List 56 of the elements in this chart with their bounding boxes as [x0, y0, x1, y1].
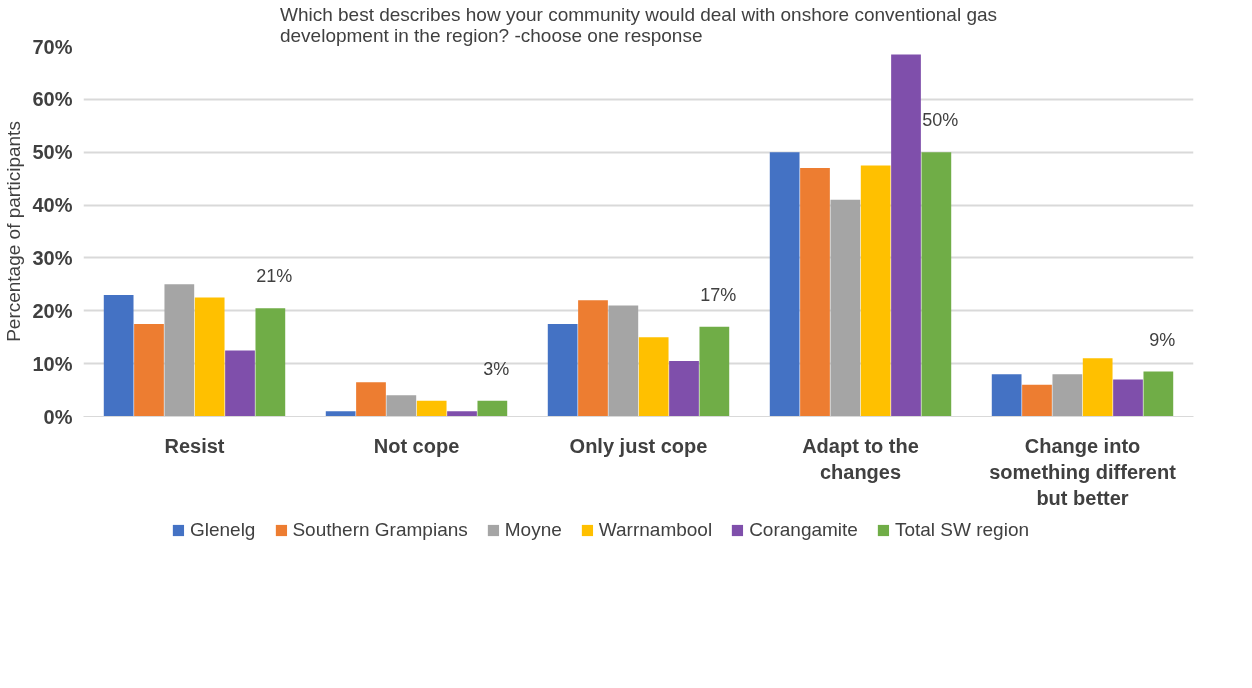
legend-label: Moyne	[504, 519, 562, 541]
bar	[1052, 374, 1083, 417]
data-label: 21%	[256, 266, 293, 287]
bar	[225, 350, 255, 417]
bar	[134, 324, 164, 417]
bar	[699, 326, 730, 417]
x-tick-label: Change into something different but better	[989, 434, 1177, 510]
bar	[447, 411, 477, 417]
bar	[1082, 358, 1113, 417]
bar	[416, 400, 447, 417]
bar	[769, 152, 800, 417]
bar	[800, 168, 830, 417]
bar	[891, 54, 921, 417]
bar	[578, 300, 608, 417]
legend-label: Corangamite	[749, 519, 858, 541]
y-tick-label: 30%	[32, 246, 73, 269]
bar	[830, 199, 861, 417]
data-label: 9%	[1149, 329, 1176, 350]
y-tick-label: 40%	[32, 194, 73, 217]
bar	[194, 297, 225, 417]
x-tick-label: Resist	[164, 434, 225, 457]
bar	[325, 411, 356, 417]
x-tick-label: Not cope	[373, 434, 460, 457]
bar	[669, 361, 699, 417]
legend-label: Southern Grampians	[292, 519, 468, 541]
bar	[608, 305, 639, 417]
y-tick-label: 0%	[43, 405, 73, 428]
y-tick-label: 70%	[32, 35, 73, 58]
bar	[477, 400, 508, 417]
x-tick-label: Adapt to the changes	[802, 434, 919, 483]
data-label: 17%	[700, 284, 737, 305]
bar	[860, 165, 891, 417]
bar	[991, 374, 1022, 417]
legend-label: Total SW region	[894, 519, 1030, 541]
bar	[255, 308, 286, 417]
y-axis-title: Percentage of participants	[3, 121, 25, 342]
bar	[1143, 371, 1174, 417]
legend-label: Glenelg	[189, 519, 256, 541]
bar	[1113, 379, 1143, 417]
data-label: 50%	[922, 110, 959, 131]
bar	[638, 337, 669, 417]
bar	[164, 284, 195, 417]
bar	[547, 324, 578, 417]
bar	[103, 294, 134, 417]
legend-label: Warrnambool	[598, 519, 713, 541]
bar	[356, 382, 386, 417]
x-tick-label: Only just cope	[569, 434, 708, 457]
bar	[386, 395, 417, 417]
data-label: 3%	[483, 358, 510, 379]
y-tick-label: 10%	[32, 352, 73, 375]
bar	[1022, 384, 1052, 417]
chart-title: Which best describes how your community would deal with onshore conventional gas development in the region? -choose one response	[279, 3, 998, 46]
y-tick-label: 20%	[32, 299, 73, 322]
y-tick-label: 60%	[32, 88, 73, 111]
bar	[921, 152, 952, 417]
y-tick-label: 50%	[32, 141, 73, 164]
